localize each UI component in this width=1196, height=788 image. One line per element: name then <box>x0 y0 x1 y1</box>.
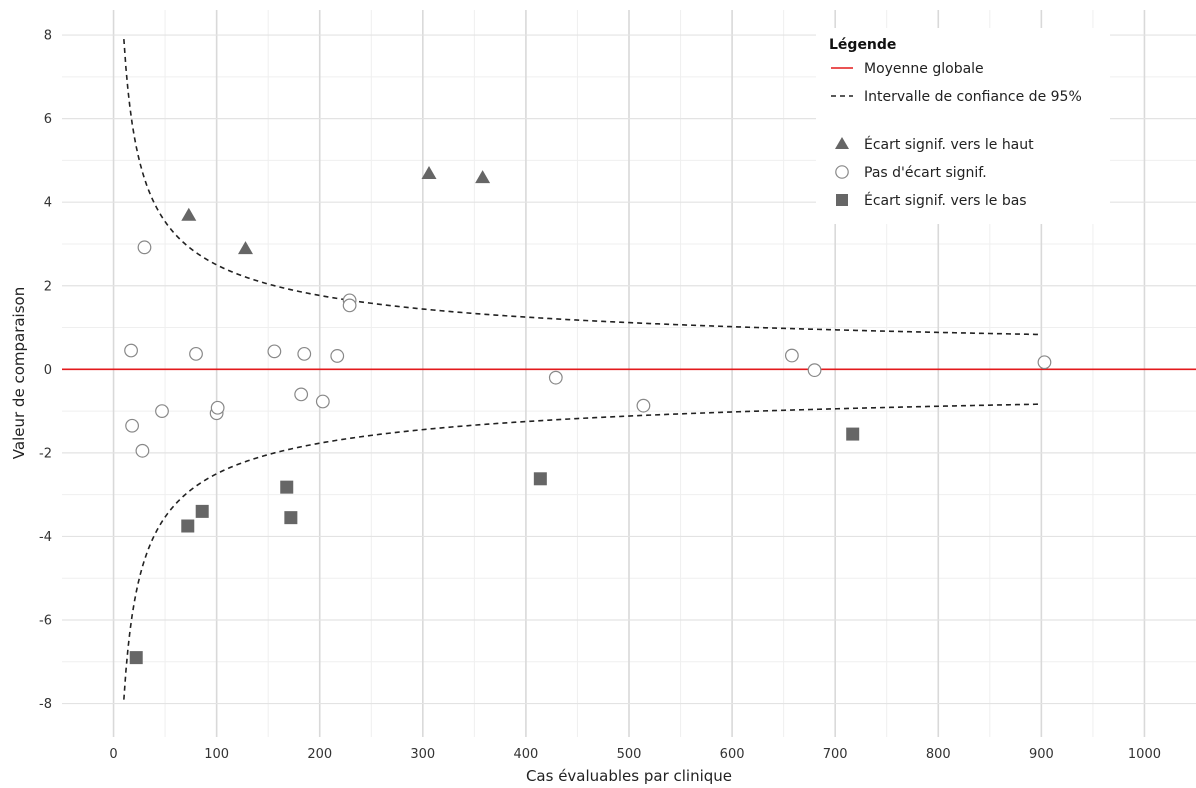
x-tick-label: 500 <box>617 747 642 762</box>
point-no-deviation <box>124 343 138 358</box>
point-down-deviation <box>129 651 143 665</box>
x-tick-label: 400 <box>513 747 538 762</box>
point-no-deviation <box>135 443 150 458</box>
x-axis-ticks: 0 100 200 300 400 500 600 700 800 900 1000 <box>109 747 1161 762</box>
point-no-deviation <box>784 348 799 363</box>
legend: Légende Moyenne globale Intervalle de co… <box>816 28 1110 224</box>
x-tick-label: 300 <box>410 747 435 762</box>
legend-title: Légende <box>829 37 896 53</box>
legend-label-mean: Moyenne globale <box>864 61 984 77</box>
y-tick-label: 0 <box>44 363 52 378</box>
x-tick-label: 700 <box>823 747 848 762</box>
legend-key-square <box>836 194 848 206</box>
x-axis-title: Cas évaluables par clinique <box>526 767 732 785</box>
y-tick-label: 6 <box>44 112 52 127</box>
point-no-deviation <box>210 400 225 415</box>
point-up-deviation <box>421 165 437 179</box>
y-tick-label: -2 <box>39 446 52 461</box>
x-tick-label: 1000 <box>1128 747 1161 762</box>
point-no-deviation <box>125 418 140 433</box>
y-tick-label: 4 <box>44 196 52 211</box>
x-tick-label: 900 <box>1029 747 1054 762</box>
point-no-deviation <box>267 344 282 359</box>
point-no-deviation <box>342 298 357 313</box>
point-up-deviation <box>238 241 254 255</box>
point-no-deviation <box>137 240 152 255</box>
point-no-deviation <box>548 370 563 385</box>
point-down-deviation <box>195 504 209 518</box>
point-down-deviation <box>533 472 547 486</box>
point-up-deviation <box>181 207 197 221</box>
point-no-deviation <box>1037 355 1052 370</box>
point-no-deviation <box>155 404 169 419</box>
x-tick-label: 100 <box>204 747 229 762</box>
y-tick-label: 8 <box>44 29 52 44</box>
y-tick-label: -4 <box>39 530 52 545</box>
ci-lower-line <box>123 403 1042 700</box>
x-tick-label: 200 <box>307 747 332 762</box>
point-no-deviation <box>636 398 651 413</box>
legend-label-down: Écart signif. vers le bas <box>864 192 1027 209</box>
legend-background <box>816 28 1110 224</box>
point-no-deviation <box>189 346 203 361</box>
legend-label-none: Pas d'écart signif. <box>864 165 987 181</box>
point-no-deviation <box>330 349 345 363</box>
x-tick-label: 0 <box>109 747 117 762</box>
x-tick-label: 800 <box>926 747 951 762</box>
legend-key-circle <box>835 165 849 179</box>
point-up-deviation <box>475 170 491 184</box>
y-tick-label: -6 <box>39 614 52 629</box>
point-down-deviation <box>846 427 860 441</box>
legend-key-triangle <box>835 137 849 149</box>
point-no-deviation <box>315 394 330 409</box>
legend-label-ci: Intervalle de confiance de 95% <box>864 89 1082 105</box>
y-tick-label: -8 <box>39 697 52 712</box>
y-axis-title: Valeur de comparaison <box>10 287 28 459</box>
y-tick-label: 2 <box>44 279 52 294</box>
y-axis-ticks: -8 -6 -4 -2 0 2 4 6 8 <box>39 29 52 713</box>
point-down-deviation <box>181 519 195 533</box>
legend-label-up: Écart signif. vers le haut <box>864 136 1034 153</box>
data-points <box>124 165 1052 665</box>
point-no-deviation <box>294 387 309 402</box>
point-no-deviation <box>297 346 312 361</box>
x-tick-label: 600 <box>720 747 745 762</box>
point-down-deviation <box>284 511 298 525</box>
point-down-deviation <box>280 480 294 494</box>
point-no-deviation <box>807 363 822 378</box>
